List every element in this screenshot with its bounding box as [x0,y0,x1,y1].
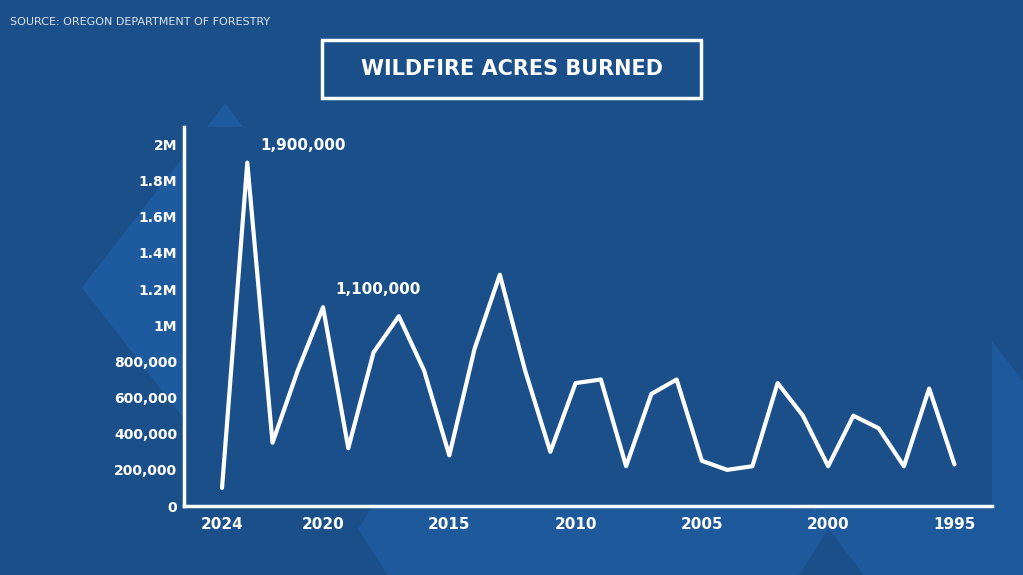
Text: 1,100,000: 1,100,000 [336,282,421,297]
Text: WILDFIRE ACRES BURNED: WILDFIRE ACRES BURNED [360,59,663,79]
Text: 1,900,000: 1,900,000 [260,137,346,153]
Text: SOURCE: OREGON DEPARTMENT OF FORESTRY: SOURCE: OREGON DEPARTMENT OF FORESTRY [10,17,270,27]
